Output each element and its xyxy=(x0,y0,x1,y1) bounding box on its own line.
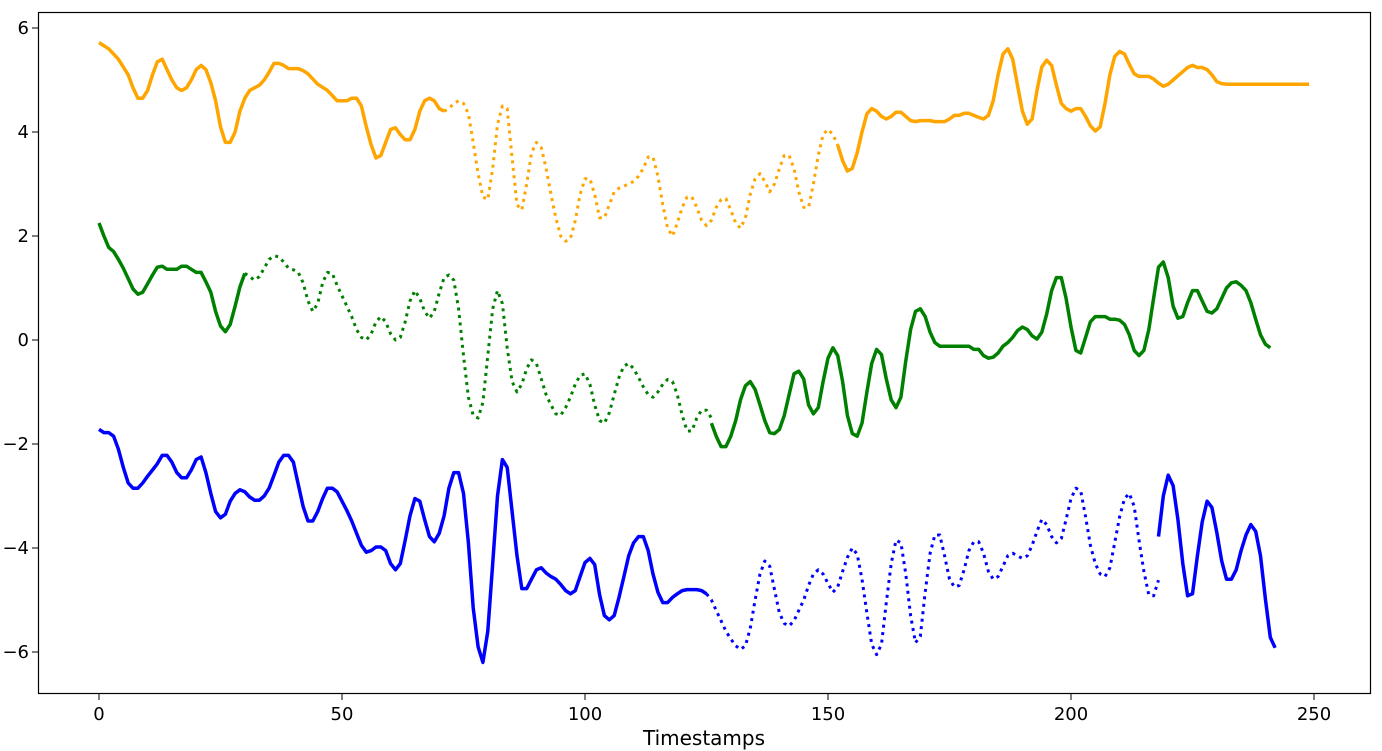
solid-segment xyxy=(836,47,1310,173)
solid-segment xyxy=(98,41,445,160)
y-tick-label: −4 xyxy=(2,538,29,559)
x-tick-label: 100 xyxy=(568,704,602,725)
dotted-segment xyxy=(243,254,713,433)
x-tick-label: 50 xyxy=(331,704,354,725)
x-tick-label: 0 xyxy=(93,704,104,725)
y-tick-label: 0 xyxy=(18,330,29,351)
solid-segment xyxy=(98,427,708,665)
y-axis: 6 4 2 0 −2 −4 −6 xyxy=(2,18,38,663)
dotted-segment xyxy=(705,486,1160,657)
x-axis: 0 50 100 150 200 250 xyxy=(93,694,1331,725)
y-tick-label: 6 xyxy=(18,18,29,39)
solid-segment xyxy=(709,260,1272,449)
y-tick-label: −2 xyxy=(2,434,29,455)
x-tick-label: 250 xyxy=(1297,704,1331,725)
x-tick-label: 150 xyxy=(811,704,845,725)
x-tick-label: 200 xyxy=(1054,704,1088,725)
solid-segment xyxy=(97,222,247,334)
green-series xyxy=(97,222,1272,449)
orange-series xyxy=(98,41,1310,243)
plot-frame xyxy=(37,11,1372,695)
series-layer xyxy=(97,41,1310,665)
x-axis-title: Timestamps xyxy=(642,726,765,750)
y-tick-label: 4 xyxy=(18,122,29,143)
blue-series xyxy=(98,427,1277,665)
y-tick-label: −6 xyxy=(2,642,29,663)
dotted-segment xyxy=(443,99,840,243)
solid-segment xyxy=(1156,473,1277,649)
y-tick-label: 2 xyxy=(18,226,29,247)
